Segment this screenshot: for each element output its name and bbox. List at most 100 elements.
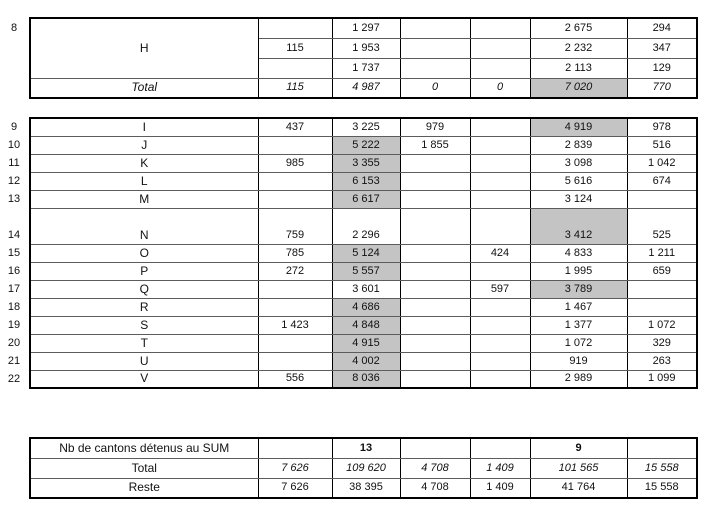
table-row: K 985 3 355 3 098 1 042: [29, 153, 698, 173]
data-cell-b: 6 153: [331, 171, 401, 191]
data-cell-a: [257, 189, 333, 209]
row-number: 11: [8, 157, 20, 169]
data-cell-e: 2 989: [529, 369, 628, 389]
total-cell-b: 4 987: [331, 77, 401, 99]
data-cell-f: 329: [626, 333, 698, 353]
total-label-cell: Total: [29, 77, 259, 99]
summary-cell-c: [399, 437, 471, 459]
data-cell-d: [469, 189, 531, 209]
data-cell-b: 6 617: [331, 189, 401, 209]
summary-cell-a: 7 626: [257, 477, 333, 499]
table-row: O 785 5 124 424 4 833 1 211: [29, 243, 698, 263]
data-cell-f: [626, 189, 698, 209]
row-number: 14: [7, 229, 21, 241]
data-cell-c: [399, 243, 471, 263]
total-cell-c: 0: [399, 77, 471, 99]
summary-cell-f: 15 558: [626, 477, 698, 499]
canton-name-cell: T: [29, 333, 259, 353]
canton-name-cell: M: [29, 189, 259, 209]
data-cell-a: [257, 279, 333, 299]
table-row: Q 3 601 597 3 789: [29, 279, 698, 299]
data-cell-d: 424: [469, 243, 531, 263]
row-number: 12: [7, 175, 21, 187]
data-cell-d: [469, 333, 531, 353]
canton-name-cell: R: [29, 297, 259, 317]
total-cell-f: 770: [626, 77, 698, 99]
summary-cell-c: 4 708: [399, 457, 471, 479]
table-cantons-9-22: I 437 3 225 979 4 919 978 J 5 222 1 855 2 839 516 K…: [29, 117, 698, 389]
summary-label-cell: Total: [29, 457, 259, 479]
data-cell-b: 3 225: [331, 117, 401, 137]
data-cell-a: [257, 351, 333, 371]
summary-cell-d: 1 409: [469, 477, 531, 499]
data-cell-f: [626, 297, 698, 317]
data-cell-d: [469, 297, 531, 317]
data-cell-a: [257, 297, 333, 317]
data-cell-c: [399, 315, 471, 335]
table-row: R 4 686 1 467: [29, 297, 698, 317]
data-cell-e: 1 995: [529, 261, 628, 281]
canton-name-cell: Q: [29, 279, 259, 299]
data-cell-c: [399, 369, 471, 389]
data-cell-b: 3 601: [331, 279, 401, 299]
canton-name-cell: P: [29, 261, 259, 281]
data-cell-c: [399, 153, 471, 173]
table-row: P 272 5 557 1 995 659: [29, 261, 698, 281]
data-cell-c: [399, 57, 471, 79]
data-cell-e: 1 377: [529, 315, 628, 335]
data-cell-c: [399, 171, 471, 191]
data-cell-c: 1 855: [399, 135, 471, 155]
total-cell-e: 7 020: [529, 77, 628, 99]
data-cell-d: [469, 153, 531, 173]
data-cell-f: 525: [626, 207, 698, 245]
summary-row: Nb de cantons détenus au SUM 13 9: [29, 437, 698, 459]
data-cell-a: [257, 17, 333, 39]
summary-cell-a: [257, 437, 333, 459]
table-summary-body: Nb de cantons détenus au SUM 13 9 Total 7 62…: [29, 437, 698, 499]
canton-name-cell: L: [29, 171, 259, 191]
data-cell-b: 2 296: [331, 207, 401, 245]
data-cell-d: [469, 17, 531, 39]
row-number: 20: [7, 337, 21, 349]
data-cell-a: [257, 57, 333, 79]
data-cell-b: 8 036: [331, 369, 401, 389]
row-number: 10: [7, 139, 21, 151]
table-row: N 759 2 296 3 412 525: [29, 207, 698, 245]
total-cell-d: 0: [469, 77, 531, 99]
data-cell-c: [399, 279, 471, 299]
data-cell-f: 294: [626, 17, 698, 39]
summary-cell-d: 1 409: [469, 457, 531, 479]
data-cell-e: 1 072: [529, 333, 628, 353]
data-cell-a: [257, 333, 333, 353]
table-cantons-body: I 437 3 225 979 4 919 978 J 5 222 1 855 2 839 516 K…: [29, 117, 698, 389]
data-cell-a: 556: [257, 369, 333, 389]
data-cell-f: 263: [626, 351, 698, 371]
data-cell-a: [257, 171, 333, 191]
data-cell-d: 597: [469, 279, 531, 299]
row-number: 18: [7, 301, 21, 313]
summary-cell-e: 41 764: [529, 477, 628, 499]
data-cell-f: [626, 279, 698, 299]
data-cell-e: 3 098: [529, 153, 628, 173]
data-cell-d: [469, 369, 531, 389]
canton-name-cell: N: [29, 207, 259, 245]
summary-cell-f: [626, 437, 698, 459]
data-cell-d: [469, 351, 531, 371]
data-cell-f: 1 099: [626, 369, 698, 389]
data-cell-d: [469, 37, 531, 59]
data-cell-b: 3 355: [331, 153, 401, 173]
data-cell-d: [469, 261, 531, 281]
data-cell-a: 759: [257, 207, 333, 245]
data-cell-a: 785: [257, 243, 333, 263]
data-cell-c: [399, 297, 471, 317]
total-cell-a: 115: [257, 77, 333, 99]
data-cell-a: 115: [257, 37, 333, 59]
data-cell-f: 347: [626, 37, 698, 59]
data-cell-f: 1 042: [626, 153, 698, 173]
group-name-cell: H: [29, 17, 259, 79]
data-cell-e: 2 113: [529, 57, 628, 79]
data-cell-f: 1 072: [626, 315, 698, 335]
row-number: 19: [7, 319, 21, 331]
